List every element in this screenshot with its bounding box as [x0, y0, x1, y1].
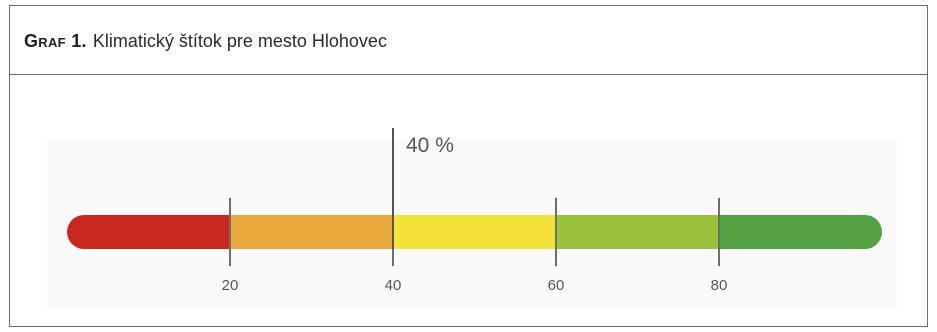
- gauge-segment-3: [393, 215, 556, 249]
- gauge-segment-1: [67, 215, 230, 249]
- figure-header: Graf 1. Klimatický štítok pre mesto Hloho…: [10, 6, 927, 75]
- tick-label-40: 40: [385, 277, 402, 294]
- figure-title: Graf 1. Klimatický štítok pre mesto Hloho…: [24, 31, 387, 52]
- tick-label-20: 20: [222, 277, 239, 294]
- chart-title: Klimatický štítok pre mesto Hlohovec: [92, 31, 387, 51]
- figure-number-label: Graf 1.: [24, 31, 87, 51]
- gauge-bar: [67, 215, 882, 249]
- gauge-segment-5: [719, 215, 882, 249]
- tick-label-80: 80: [711, 277, 728, 294]
- marker-label: 40 %: [406, 134, 454, 157]
- tick-label-60: 60: [548, 277, 565, 294]
- gauge-segment-4: [556, 215, 719, 249]
- gauge-segment-2: [230, 215, 393, 249]
